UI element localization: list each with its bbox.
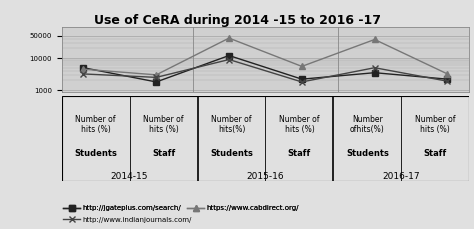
Text: Students: Students — [346, 149, 389, 158]
Legend: http://www.indianjournals.com/: http://www.indianjournals.com/ — [60, 214, 195, 226]
Text: Staff: Staff — [288, 149, 311, 158]
Legend: http://jgateplus.com/search/, https://www.cabdirect.org/: http://jgateplus.com/search/, https://ww… — [60, 202, 301, 214]
Text: 2016-17: 2016-17 — [383, 172, 420, 181]
Text: Number
ofhits(%): Number ofhits(%) — [350, 115, 385, 134]
Text: Staff: Staff — [152, 149, 175, 158]
Text: Students: Students — [74, 149, 117, 158]
Text: Number of
hits(%): Number of hits(%) — [211, 115, 252, 134]
Text: Use of CeRA during 2014 -15 to 2016 -17: Use of CeRA during 2014 -15 to 2016 -17 — [93, 14, 381, 27]
Text: 2014-15: 2014-15 — [111, 172, 148, 181]
Text: Number of
hits (%): Number of hits (%) — [415, 115, 456, 134]
Text: Number of
hits (%): Number of hits (%) — [143, 115, 184, 134]
Text: Students: Students — [210, 149, 253, 158]
Text: Number of
hits (%): Number of hits (%) — [75, 115, 116, 134]
Text: 2015-16: 2015-16 — [246, 172, 284, 181]
Text: Number of
hits (%): Number of hits (%) — [279, 115, 319, 134]
Text: Staff: Staff — [424, 149, 447, 158]
